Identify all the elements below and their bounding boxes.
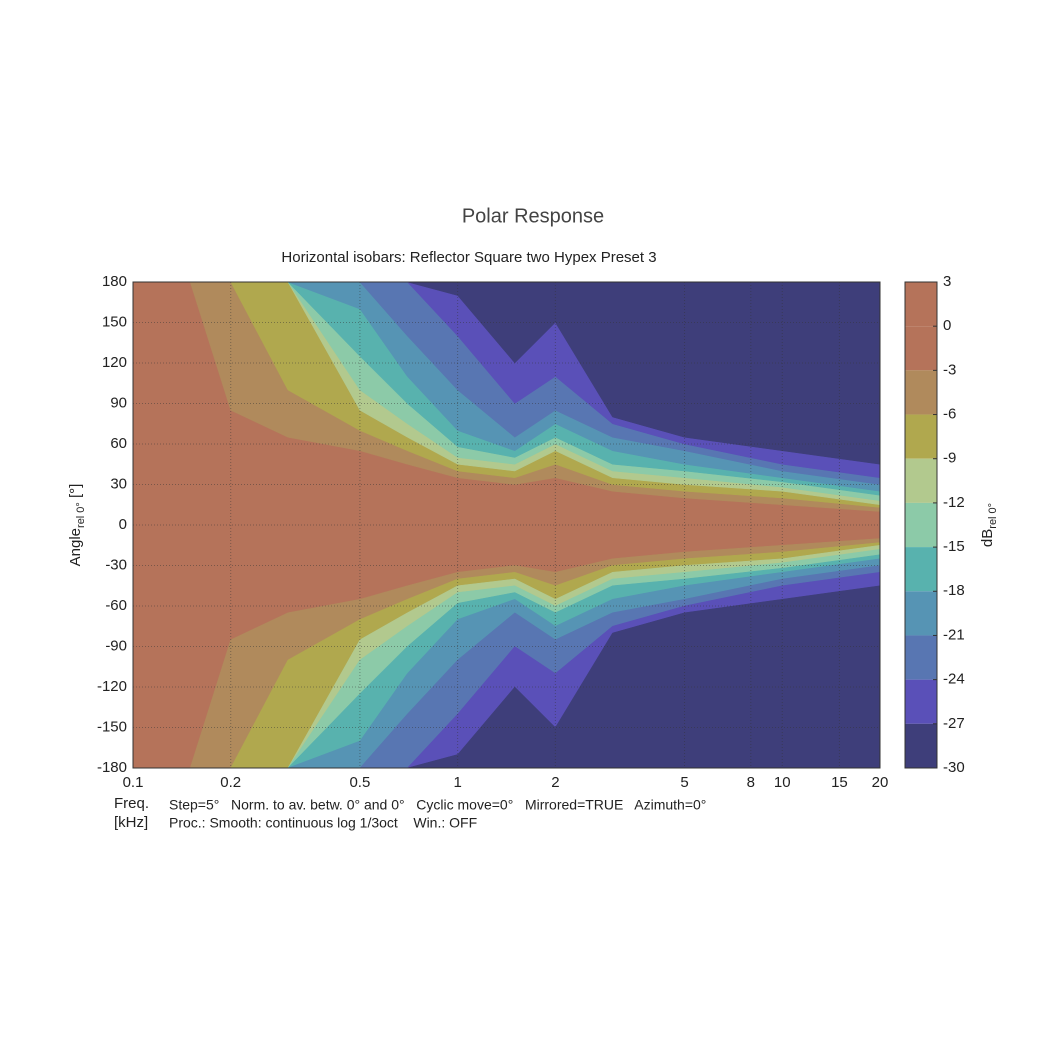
note: Proc.: Smooth: continuous log 1/3oct Win… (169, 815, 477, 831)
y-tick-label: -30 (105, 556, 127, 573)
colorbar-band (905, 502, 937, 548)
y-label-main: Angle (67, 528, 84, 566)
x-tick-label: 1 (453, 774, 461, 791)
y-tick-label: 30 (110, 475, 127, 492)
colorbar-band (905, 414, 937, 459)
x-label-line1: Freq. (114, 795, 149, 812)
y-tick-label: 120 (102, 354, 127, 371)
colorbar-band (905, 326, 937, 371)
colorbar-frame (904, 281, 938, 769)
colorbar-tick-label: -15 (943, 538, 965, 555)
x-tick-label: 0.1 (123, 774, 144, 791)
colorbar-band (905, 635, 937, 680)
colorbar-tick-label: -18 (943, 582, 965, 599)
colorbar-tick-label: -24 (943, 671, 965, 688)
colorbar-label: dBrel 0° (979, 503, 999, 547)
y-tick-label: 150 (102, 313, 127, 330)
note: Step=5° Norm. to av. betw. 0° and 0° Cyc… (169, 797, 706, 813)
y-tick-label: 0 (119, 516, 127, 533)
chart-title: Polar Response (462, 205, 604, 227)
y-axis-label: Anglerel 0° [°] (67, 484, 87, 567)
colorbar-tick-label: 3 (943, 273, 951, 290)
x-tick-label: 20 (872, 774, 889, 791)
y-tick-label: -120 (97, 678, 127, 695)
x-tick-label: 0.2 (220, 774, 241, 791)
colorbar-band (905, 591, 937, 636)
colorbar-band (905, 547, 937, 592)
x-tick-label: 2 (551, 774, 559, 791)
colorbar-band (905, 282, 937, 327)
colorbar-tick-label: -27 (943, 715, 965, 732)
x-label-line2: [kHz] (114, 814, 148, 831)
x-tick-label: 5 (680, 774, 688, 791)
x-tick-label: 10 (774, 774, 791, 791)
y-tick-label: -150 (97, 718, 127, 735)
y-tick-label: 180 (102, 273, 127, 290)
y-label-unit: [°] (67, 484, 84, 503)
colorbar-tick-label: -21 (943, 626, 965, 643)
colorbar-band (905, 370, 937, 415)
colorbar-band (905, 458, 937, 503)
colorbar-tick-label: 0 (943, 317, 951, 334)
y-tick-label: 60 (110, 435, 127, 452)
y-tick-label: -60 (105, 597, 127, 614)
y-tick-label: 90 (110, 394, 127, 411)
cb-label-main: dB (979, 529, 996, 547)
colorbar-band (905, 679, 937, 724)
colorbar-tick-label: -6 (943, 406, 956, 423)
colorbar-band (905, 723, 937, 768)
x-tick-label: 0.5 (349, 774, 370, 791)
colorbar-tick-label: -9 (943, 450, 956, 467)
x-tick-label: 8 (747, 774, 755, 791)
plot-frame (132, 281, 881, 769)
colorbar-tick-label: -3 (943, 361, 956, 378)
y-tick-label: -180 (97, 759, 127, 776)
y-tick-label: -90 (105, 637, 127, 654)
x-tick-label: 15 (831, 774, 848, 791)
cb-label-sub: rel 0° (987, 503, 999, 529)
colorbar-tick-label: -30 (943, 759, 965, 776)
chart-subtitle: Horizontal isobars: Reflector Square two… (281, 249, 656, 266)
y-label-sub: rel 0° (75, 502, 87, 528)
colorbar-tick-label: -12 (943, 494, 965, 511)
